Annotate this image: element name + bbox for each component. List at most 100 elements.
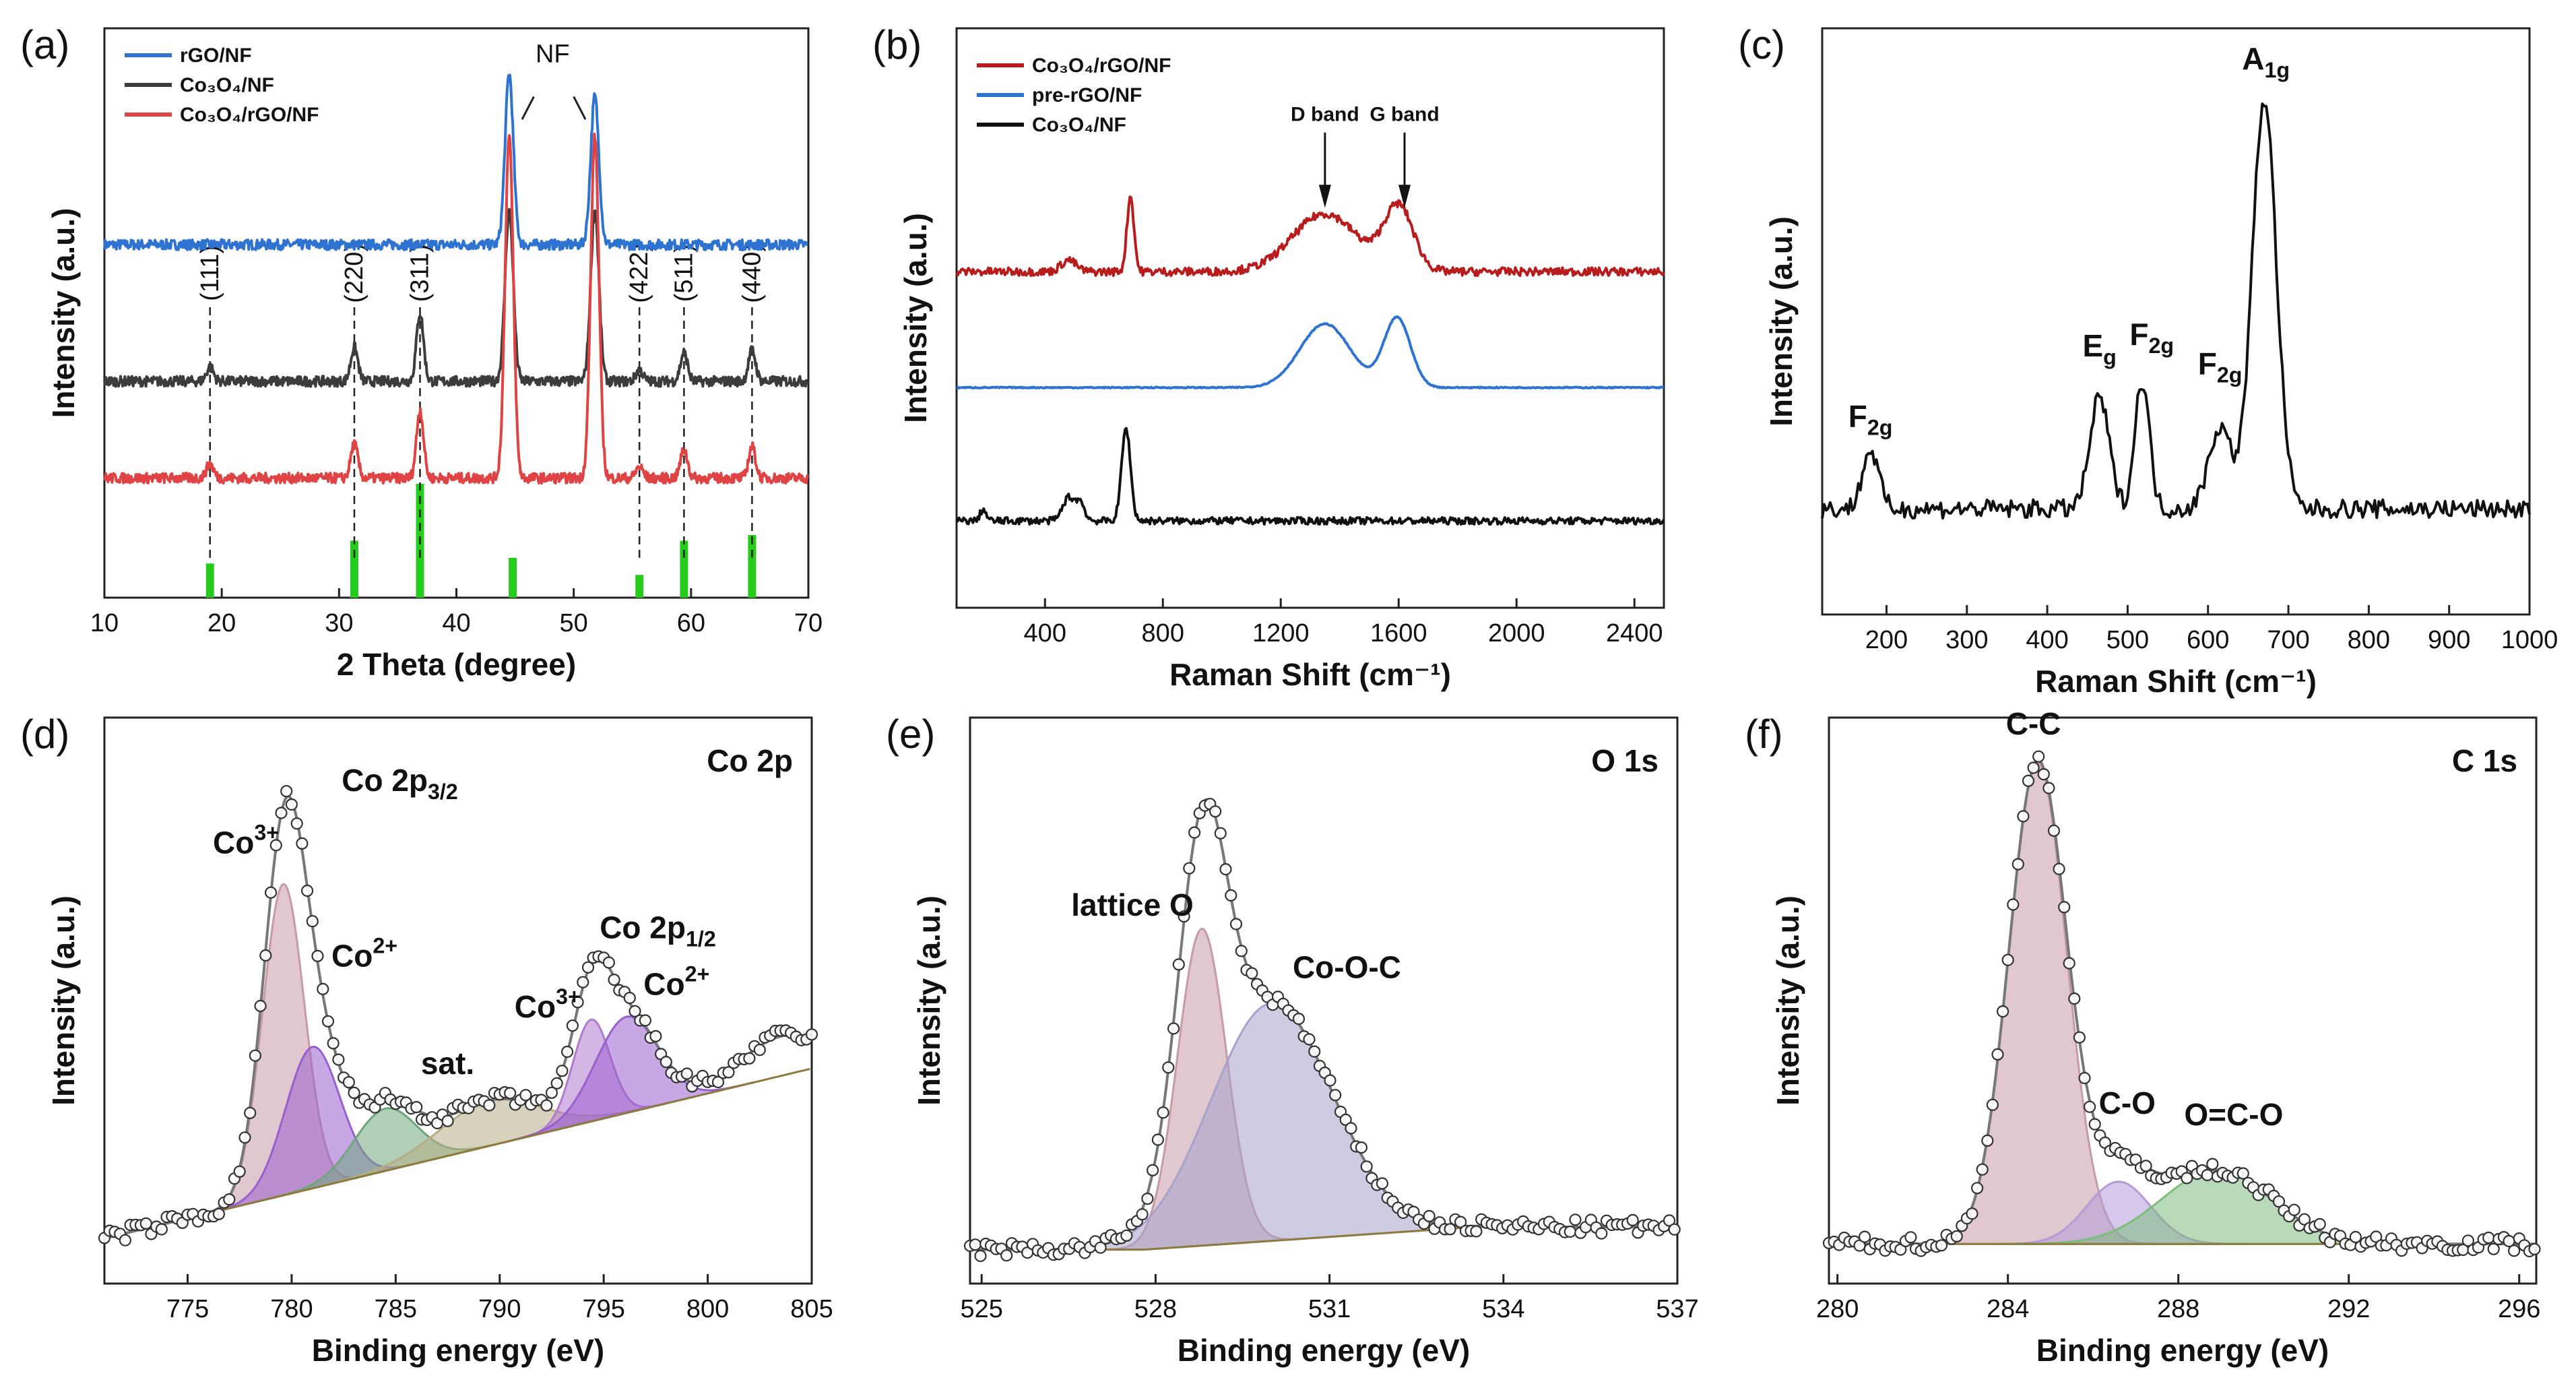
x-tick-label: 775	[166, 1295, 209, 1323]
plot-frame	[103, 716, 813, 1285]
raw-data-point	[504, 1087, 517, 1100]
raw-data-point	[659, 1055, 672, 1069]
raw-data-point	[249, 1049, 261, 1062]
raw-data-point	[119, 1234, 131, 1247]
raw-data-point	[1329, 1089, 1342, 1102]
raw-data-point	[1935, 1239, 1948, 1252]
peak-label-main: C-C	[2006, 706, 2061, 741]
peak-label: C-O	[2099, 1085, 2156, 1121]
mode-label: A1g	[2242, 41, 2290, 82]
mode-label: Eg	[2082, 328, 2116, 369]
raw-data-point	[2027, 761, 2040, 774]
raw-data-point	[2084, 1100, 2096, 1113]
raw-data-point	[2528, 1242, 2541, 1256]
legend-label: rGO/NF	[180, 44, 252, 67]
x-tick-label: 700	[2267, 626, 2309, 654]
panel-b-raman: 400 800 1200 1600 2000 2400 Raman Shift (cm⁻¹)…	[872, 22, 1665, 692]
raw-data-point	[269, 839, 282, 852]
x-tick-label: 40	[442, 609, 470, 637]
raw-data-point	[1470, 1225, 1483, 1238]
raw-data-point	[602, 956, 616, 969]
raw-data-point	[275, 807, 288, 819]
x-tick-label: 800	[686, 1295, 729, 1323]
raw-data-point	[2139, 1160, 2152, 1172]
panel-f-xps: 280 284 288 292 296 Binding energy (eV) Intens…	[1745, 706, 2541, 1368]
raw-data-point	[2181, 1172, 2193, 1185]
raw-data-point	[139, 1217, 152, 1230]
raw-data-point	[1141, 1192, 1154, 1205]
raw-data-point	[1444, 1223, 1456, 1236]
raw-data-point	[1981, 1134, 1994, 1147]
x-tick-label: 537	[1656, 1295, 1698, 1323]
raw-data-point	[1971, 1182, 1984, 1195]
raw-data-point	[1167, 1022, 1180, 1035]
raw-data-point	[321, 1015, 335, 1028]
x-tick-label: 200	[1865, 626, 1908, 654]
peak-label-main: Co-O-C	[1293, 949, 1401, 984]
peak-label: Co3+	[515, 984, 581, 1024]
x-tick-label: 60	[677, 609, 705, 637]
raw-data-point	[212, 1207, 225, 1220]
y-axis-title: Intensity (a.u.)	[1764, 216, 1799, 427]
raw-data-point	[969, 1238, 981, 1251]
mode-label-main: F	[2129, 317, 2148, 352]
raw-data-point	[2272, 1195, 2286, 1208]
raw-data-point	[974, 1249, 987, 1263]
raw-data-point	[608, 973, 620, 986]
raw-data-point	[2047, 824, 2061, 838]
panel-title: C 1s	[2452, 743, 2517, 778]
raw-data-point	[1859, 1230, 1871, 1243]
raw-data-point	[629, 1005, 641, 1017]
raman-c-series-0	[1821, 102, 2531, 520]
raw-data-point	[1162, 1061, 1175, 1074]
hkl-label: (311)	[406, 244, 434, 302]
raw-data-point	[566, 1019, 579, 1032]
x-tick-label: 800	[2348, 626, 2390, 654]
peak-label-main: Co 2p	[342, 763, 428, 798]
x-tick-label: 805	[790, 1295, 833, 1323]
raw-data-point	[1146, 1164, 1159, 1176]
peak-label-sup: 2+	[373, 934, 397, 958]
raw-data-point	[342, 1076, 356, 1089]
raw-data-point	[581, 961, 595, 974]
reference-bar	[205, 563, 214, 598]
raw-data-point	[805, 1028, 818, 1041]
x-tick-label: 1000	[2501, 626, 2558, 654]
raw-data-point	[1214, 827, 1227, 840]
raw-data-point	[1564, 1225, 1576, 1238]
raman-series-1	[956, 315, 1665, 390]
peak-label: Co 2p3/2	[342, 763, 458, 804]
mode-label: F2g	[2129, 317, 2174, 358]
mode-label: F2g	[1848, 399, 1893, 440]
raw-data-point	[519, 1089, 532, 1102]
peak-label: Co-O-C	[1293, 949, 1401, 984]
band-arrowhead	[1318, 185, 1331, 208]
raw-data-point	[2053, 862, 2065, 875]
fit-envelope	[104, 794, 811, 1240]
raw-data-point	[1668, 1223, 1681, 1236]
x-tick-label: 795	[582, 1295, 624, 1323]
raw-data-point	[2068, 992, 2081, 1005]
raw-data-point	[2482, 1231, 2495, 1244]
x-tick-label: 1200	[1252, 619, 1310, 648]
x-tick-label: 900	[2428, 626, 2470, 654]
raw-data-point	[1569, 1213, 1582, 1226]
x-axis-title: Binding energy (eV)	[1178, 1333, 1470, 1368]
panel-label: (a)	[20, 22, 69, 67]
peak-label-main: sat.	[421, 1046, 474, 1081]
peak-label: lattice O	[1071, 887, 1194, 922]
raw-data-point	[743, 1052, 756, 1065]
raw-data-point	[285, 798, 298, 811]
panel-a-xrd: 10 20 30 40 50 60 70 2 Theta (degree) Intensity …	[20, 22, 823, 682]
raw-data-point	[1209, 805, 1222, 818]
raw-data-point	[1986, 1098, 1999, 1111]
raw-data-point	[1595, 1227, 1608, 1240]
raw-data-point	[1188, 826, 1201, 839]
y-axis-title: Intensity (a.u.)	[1770, 895, 1805, 1106]
x-tick-label: 528	[1134, 1295, 1177, 1323]
raw-data-point	[2461, 1234, 2474, 1247]
peak-label-main: Co 2p	[600, 910, 686, 945]
raw-data-point	[306, 915, 319, 928]
raw-data-point	[1136, 1208, 1149, 1221]
